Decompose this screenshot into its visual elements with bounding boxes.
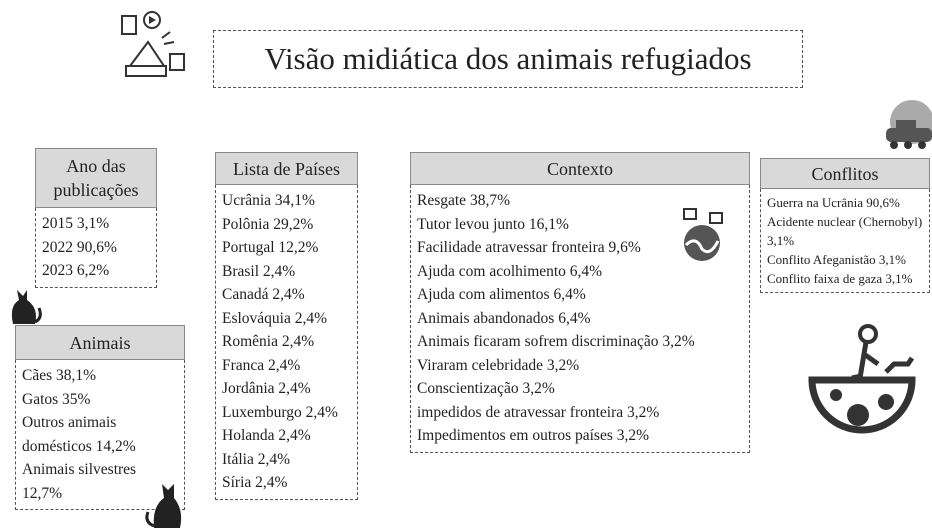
cat-icon <box>5 282 45 327</box>
item: Conscientização 3,2% <box>417 377 743 401</box>
item: impedidos de atravessar fronteira 3,2% <box>417 401 743 425</box>
item: Gatos 35% <box>22 388 178 412</box>
item: Síria 2,4% <box>222 471 351 495</box>
item: Viraram celebridade 3,2% <box>417 354 743 378</box>
item: Outros animais domésticos 14,2% <box>22 411 178 458</box>
item: 2015 3,1% <box>42 212 150 236</box>
item: Franca 2,4% <box>222 354 351 378</box>
section-body: 2015 3,1%2022 90,6%2023 6,2% <box>35 208 157 288</box>
item: Itália 2,4% <box>222 448 351 472</box>
page: Visão midiática dos animais refugiados A… <box>0 0 932 528</box>
cat-icon <box>140 478 190 528</box>
item: Cães 38,1% <box>22 364 178 388</box>
earth-icon <box>672 205 732 265</box>
item: Animais ficaram sofrem discriminação 3,2… <box>417 330 743 354</box>
section-body: Guerra na Ucrânia 90,6%Acidente nuclear … <box>760 189 930 293</box>
item: Eslováquia 2,4% <box>222 307 351 331</box>
tank-icon <box>880 100 932 155</box>
globe-icon <box>808 320 918 450</box>
item: Portugal 12,2% <box>222 236 351 260</box>
title: Visão midiática dos animais refugiados <box>213 30 803 88</box>
section-header: Animais <box>15 325 185 360</box>
item: Holanda 2,4% <box>222 424 351 448</box>
section-header: Conflitos <box>760 158 930 189</box>
section-header: Ano das publicações <box>35 148 157 208</box>
item: Conflito Afeganistão 3,1% <box>767 250 923 269</box>
item: Guerra na Ucrânia 90,6% <box>767 193 923 212</box>
section-body: Ucrânia 34,1%Polônia 29,2%Portugal 12,2%… <box>215 185 358 500</box>
item: 2023 6,2% <box>42 259 150 283</box>
item: Polônia 29,2% <box>222 213 351 237</box>
item: Brasil 2,4% <box>222 260 351 284</box>
item: Ajuda com alimentos 6,4% <box>417 283 743 307</box>
item: Romênia 2,4% <box>222 330 351 354</box>
section-header: Lista de Países <box>215 152 358 185</box>
item: 2022 90,6% <box>42 236 150 260</box>
item: Jordânia 2,4% <box>222 377 351 401</box>
item: Impedimentos em outros países 3,2% <box>417 424 743 448</box>
item: Luxemburgo 2,4% <box>222 401 351 425</box>
item: Conflito faixa de gaza 3,1% <box>767 269 923 288</box>
item: Canadá 2,4% <box>222 283 351 307</box>
item: Ucrânia 34,1% <box>222 189 351 213</box>
item: Animais abandonados 6,4% <box>417 307 743 331</box>
item: Acidente nuclear (Chernobyl) 3,1% <box>767 212 923 250</box>
media-icon <box>118 10 190 82</box>
section-header: Contexto <box>410 152 750 185</box>
